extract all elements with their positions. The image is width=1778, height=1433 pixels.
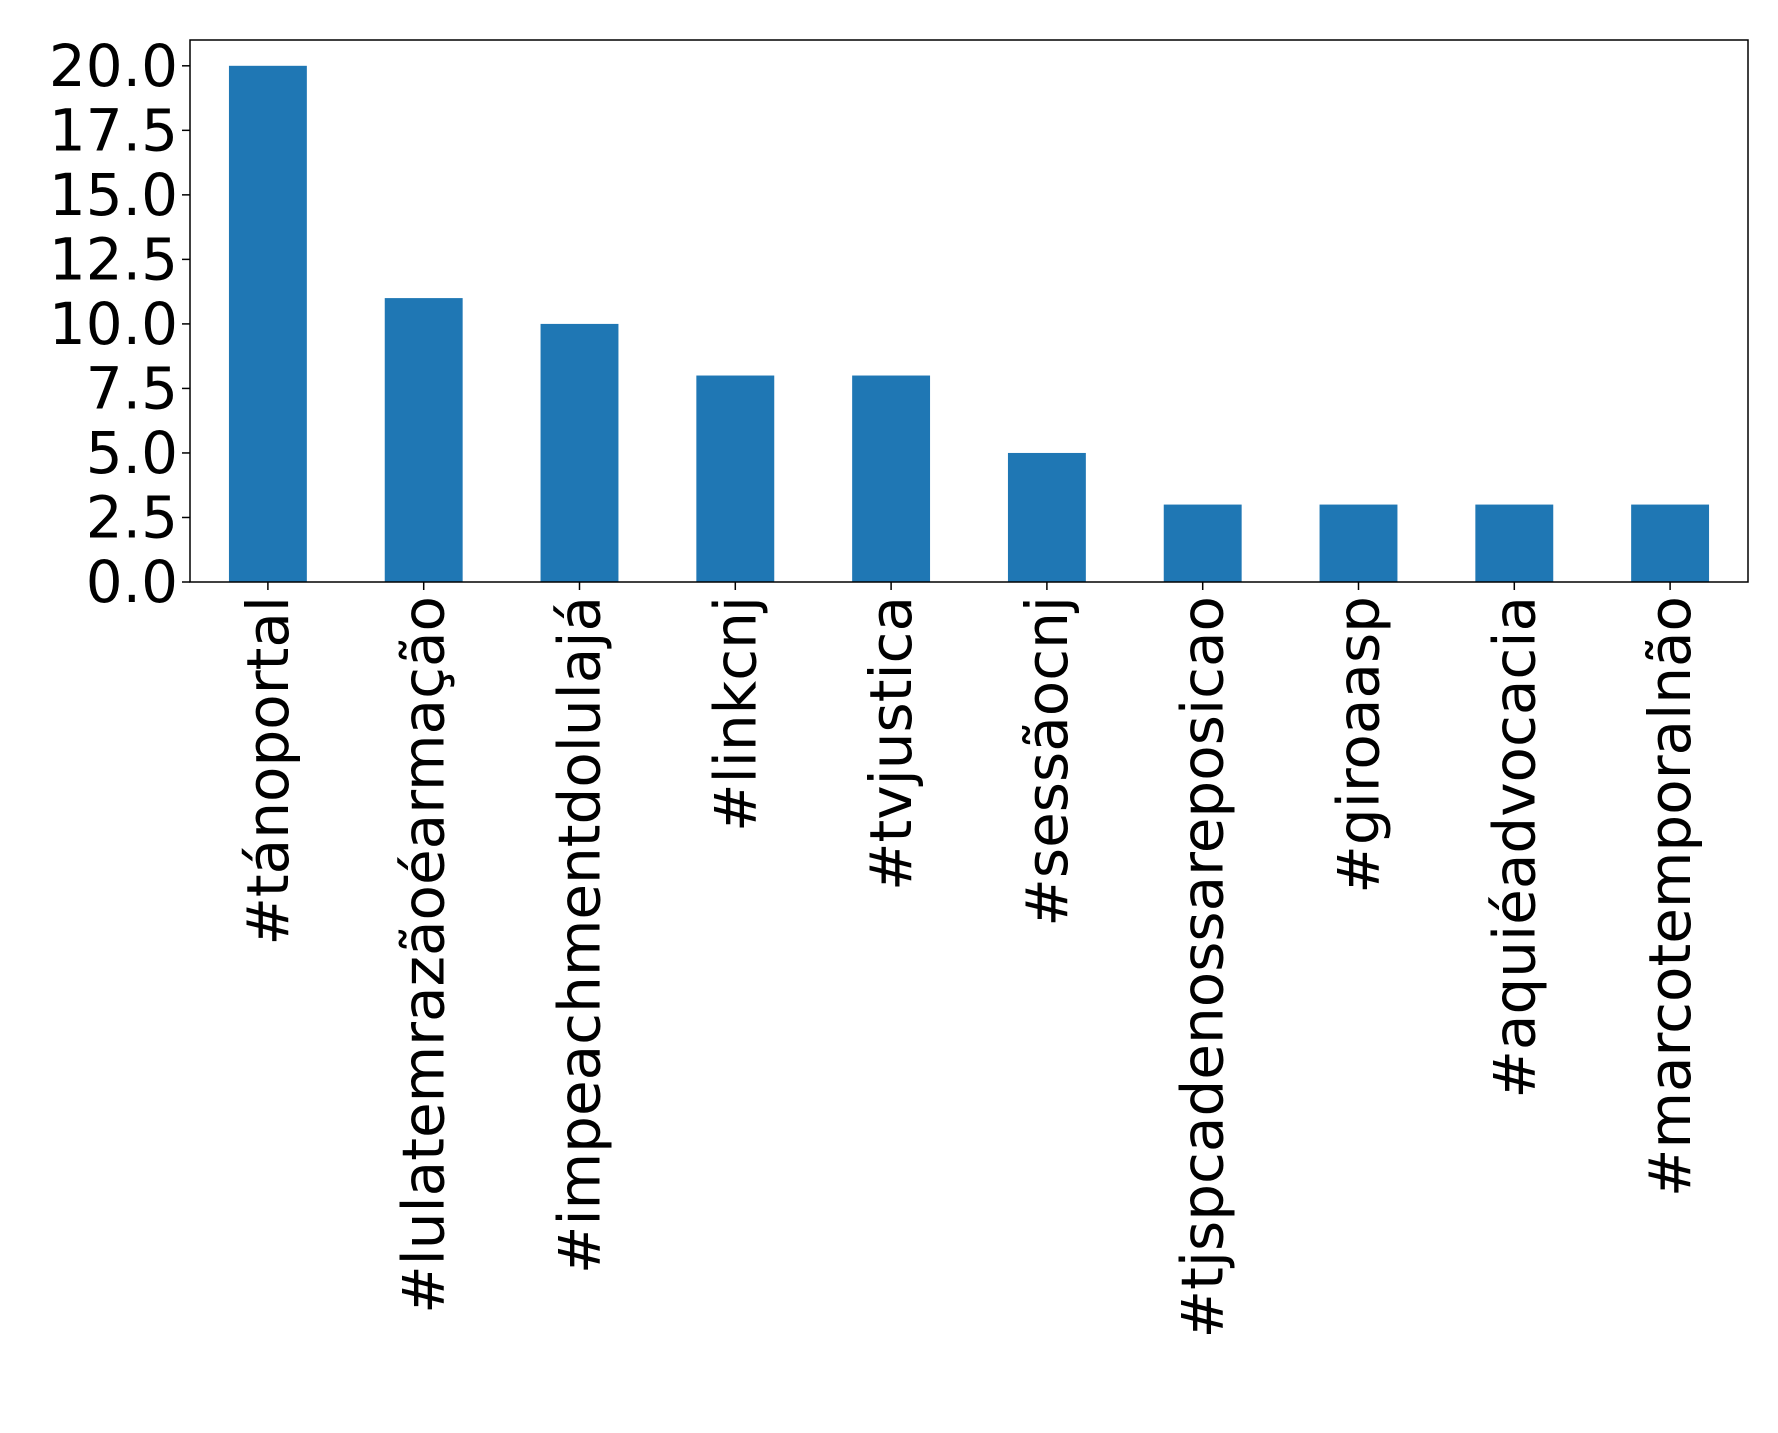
x-tick-label: #aquiéadvocacia [1480,596,1548,1099]
y-tick-label: 0.0 [86,548,178,616]
y-tick-label: 20.0 [49,32,178,100]
x-tick-label: #marcotemporalnão [1636,596,1704,1197]
plot-frame [189,39,1749,583]
x-tick-label: #tjspcadenossareposicao [1169,596,1237,1338]
bar-6 [1163,504,1242,582]
x-tick-label: #tvjustica [857,596,925,891]
bar-5 [1007,452,1086,582]
x-tick-label: #tánoportal [234,596,302,946]
x-tick-label: #linkcnj [701,596,769,832]
bars-layer [228,65,1710,583]
bar-9 [1631,504,1710,582]
y-tick-label: 2.5 [86,483,178,551]
bar-7 [1319,504,1398,582]
x-tick-label: #sessãocnj [1013,596,1081,927]
bar-3 [696,375,775,582]
y-tick-label: 15.0 [49,161,178,229]
bar-1 [384,298,463,582]
x-axis: #tánoportal #lulatemrazãoéarmação #impeach… [234,582,1704,1338]
y-axis: 0.02.55.07.510.012.515.017.520.0 [49,32,190,616]
bar-2 [540,323,619,582]
x-tick-label: #lulatemrazãoéarmação [390,596,458,1314]
y-tick-label: 7.5 [86,354,178,422]
bar-0 [228,65,307,583]
y-tick-label: 17.5 [49,96,178,164]
y-tick-label: 5.0 [86,419,178,487]
bar-8 [1475,504,1554,582]
y-tick-label: 12.5 [49,225,178,293]
bar-4 [852,375,931,582]
x-tick-label: #impeachmentdolulajá [546,596,614,1274]
x-tick-label: #giroaasp [1325,596,1393,894]
y-tick-label: 10.0 [49,290,178,358]
